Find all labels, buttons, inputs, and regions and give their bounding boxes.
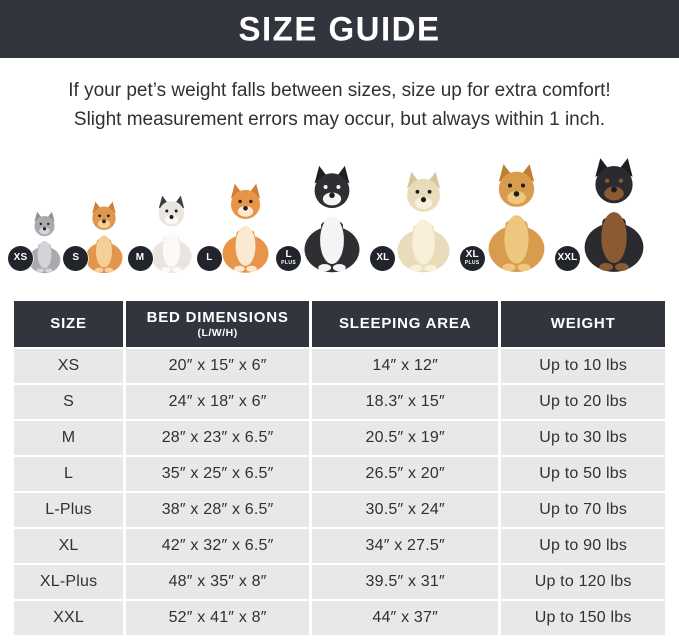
cell-sleeping-area: 34″ x 27.5″ xyxy=(312,528,499,563)
size-table-body: XS 20″ x 15″ x 6″ 14″ x 12″ Up to 10 lbs… xyxy=(14,348,665,635)
size-badge-sublabel: PLUS xyxy=(464,260,480,267)
cell-weight: Up to 120 lbs xyxy=(501,564,665,599)
animal-cat: XS xyxy=(8,211,71,275)
subtitle-line-2: Slight measurement errors may occur, but… xyxy=(73,109,606,131)
labrador-icon xyxy=(397,171,450,273)
golden-retriever-icon xyxy=(488,164,545,272)
cell-size: L xyxy=(14,456,124,491)
subtitle-line-1: If your pet’s weight falls between sizes… xyxy=(68,80,611,101)
pomeranian-icon xyxy=(85,201,123,274)
cell-sleeping-area: 44″ x 37″ xyxy=(312,600,499,635)
cell-sleeping-area: 14″ x 12″ xyxy=(312,348,499,383)
cell-sleeping-area: 39.5″ x 31″ xyxy=(312,564,499,599)
size-badge-m: M xyxy=(127,245,153,271)
cell-size: S xyxy=(14,384,124,419)
cell-weight: Up to 70 lbs xyxy=(501,492,665,527)
size-table-header: SIZE BED DIMENSIONS (L/W/H) SLEEPING AREA… xyxy=(14,300,665,347)
cell-bed-dimensions: 42″ x 32″ x 6.5″ xyxy=(126,528,310,563)
french-bulldog-icon xyxy=(151,195,192,273)
column-header-weight: WEIGHT xyxy=(501,300,665,347)
animal-border-collie: L PLUS xyxy=(276,165,378,275)
size-badge-label: XXL xyxy=(557,252,578,264)
cell-sleeping-area: 26.5″ x 20″ xyxy=(312,456,499,491)
size-badge-l-plus: L PLUS xyxy=(276,245,302,271)
cell-sleeping-area: 18.3″ x 15″ xyxy=(312,384,499,419)
size-badge-l: L xyxy=(196,245,222,271)
cell-size: XXL xyxy=(14,600,124,635)
cell-weight: Up to 150 lbs xyxy=(501,600,665,635)
column-subheader-lwh: (L/W/H) xyxy=(197,326,238,339)
cell-bed-dimensions: 24″ x 18″ x 6″ xyxy=(126,384,310,419)
page-title: SIZE GUIDE xyxy=(238,9,441,48)
cell-size: XL xyxy=(14,528,124,563)
column-header-sleeping-area: SLEEPING AREA xyxy=(312,300,499,347)
animal-golden-retriever: XL PLUS xyxy=(459,163,563,275)
table-row-xl-plus: XL-Plus 48″ x 35″ x 8″ 39.5″ x 31″ Up to… xyxy=(14,564,665,599)
cell-weight: Up to 10 lbs xyxy=(501,348,665,383)
table-row-m: M 28″ x 23″ x 6.5″ 20.5″ x 19″ Up to 30 … xyxy=(14,420,665,455)
cell-size: XL-Plus xyxy=(14,564,124,599)
size-badge-s: S xyxy=(63,245,89,271)
size-badge-xs: XS xyxy=(8,245,33,271)
header-bar: SIZE GUIDE xyxy=(0,0,679,58)
animal-labrador: XL xyxy=(370,171,467,275)
animal-doberman: XXL xyxy=(554,157,663,275)
subtitle: If your pet’s weight falls between sizes… xyxy=(0,76,679,135)
size-badge-xl-plus: XL PLUS xyxy=(459,245,485,271)
animal-shiba-inu: L xyxy=(196,183,284,275)
cell-size: L-Plus xyxy=(14,492,124,527)
size-badge-label: M xyxy=(135,252,145,264)
column-header-bed-dimensions: BED DIMENSIONS (L/W/H) xyxy=(126,300,310,347)
size-badge-xl: XL xyxy=(370,245,396,271)
table-row-xxl: XXL 52″ x 41″ x 8″ 44″ x 37″ Up to 150 l… xyxy=(14,600,665,635)
table-row-l-plus: L-Plus 38″ x 28″ x 6.5″ 30.5″ x 24″ Up t… xyxy=(14,492,665,527)
doberman-icon xyxy=(584,158,644,272)
size-table: SIZE BED DIMENSIONS (L/W/H) SLEEPING AREA… xyxy=(11,299,668,637)
table-row-s: S 24″ x 18″ x 6″ 18.3″ x 15″ Up to 20 lb… xyxy=(14,384,665,419)
cell-size: M xyxy=(14,420,124,455)
table-row-xl: XL 42″ x 32″ x 6.5″ 34″ x 27.5″ Up to 90… xyxy=(14,528,665,563)
table-row-xs: XS 20″ x 15″ x 6″ 14″ x 12″ Up to 10 lbs xyxy=(14,348,665,383)
cell-bed-dimensions: 38″ x 28″ x 6.5″ xyxy=(126,492,310,527)
cell-weight: Up to 50 lbs xyxy=(501,456,665,491)
cell-weight: Up to 20 lbs xyxy=(501,384,665,419)
cell-bed-dimensions: 35″ x 25″ x 6.5″ xyxy=(126,456,310,491)
cell-bed-dimensions: 28″ x 23″ x 6.5″ xyxy=(126,420,310,455)
cell-bed-dimensions: 48″ x 35″ x 8″ xyxy=(126,564,310,599)
size-badge-label: L xyxy=(285,249,292,261)
size-badge-label: S xyxy=(72,252,80,264)
shiba-inu-icon xyxy=(222,183,269,273)
size-badge-label: XS xyxy=(13,252,28,264)
border-collie-icon xyxy=(304,165,360,273)
cell-weight: Up to 90 lbs xyxy=(501,528,665,563)
cell-bed-dimensions: 20″ x 15″ x 6″ xyxy=(126,348,310,383)
header-row: SIZE BED DIMENSIONS (L/W/H) SLEEPING AREA… xyxy=(14,300,665,347)
size-badge-label: XL xyxy=(376,252,390,264)
size-badge-label: XL xyxy=(465,249,479,261)
size-badge-xxl: XXL xyxy=(554,245,580,271)
cell-bed-dimensions: 52″ x 41″ x 8″ xyxy=(126,600,310,635)
size-badge-label: L xyxy=(206,252,213,264)
cell-sleeping-area: 20.5″ x 19″ xyxy=(312,420,499,455)
cell-size: XS xyxy=(14,348,124,383)
table-row-l: L 35″ x 25″ x 6.5″ 26.5″ x 20″ Up to 50 … xyxy=(14,456,665,491)
cell-sleeping-area: 30.5″ x 24″ xyxy=(312,492,499,527)
animal-pomeranian: S xyxy=(63,201,135,275)
animal-french-bulldog: M xyxy=(127,195,205,275)
cell-weight: Up to 30 lbs xyxy=(501,420,665,455)
size-badge-sublabel: PLUS xyxy=(281,260,297,267)
column-header-size: SIZE xyxy=(14,300,124,347)
cat-icon xyxy=(28,211,61,274)
animal-size-row: XS S M L L PLUS XL xyxy=(0,147,679,275)
